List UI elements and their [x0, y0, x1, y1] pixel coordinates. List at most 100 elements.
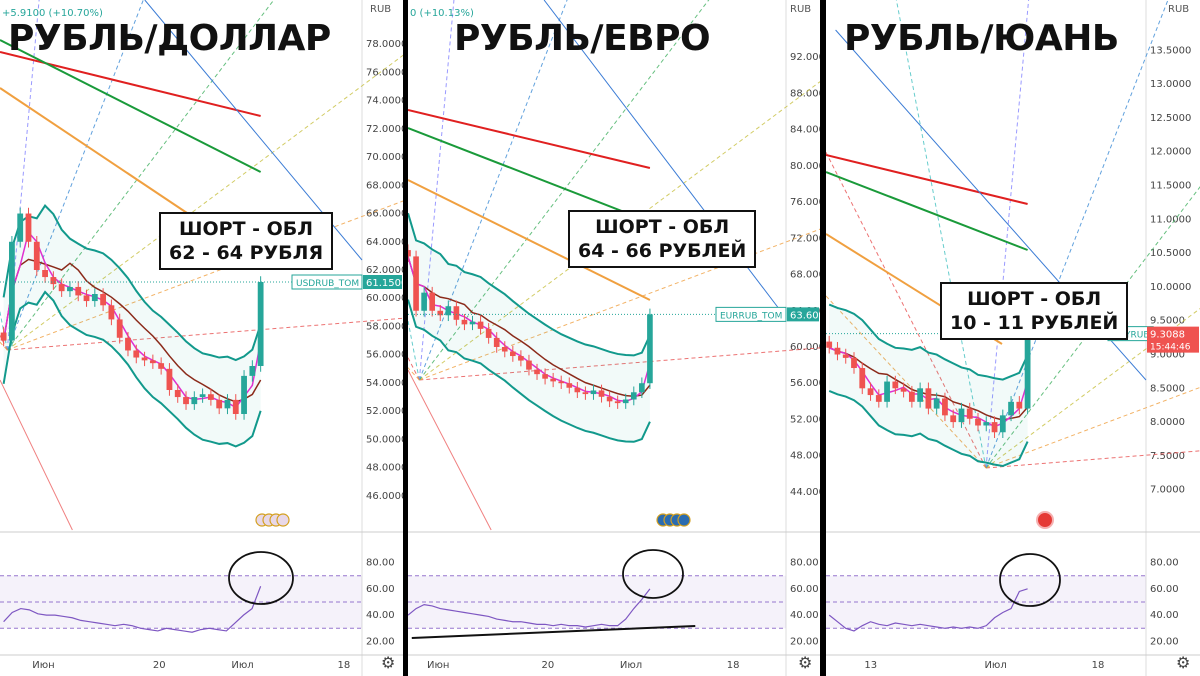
candle-body: [826, 341, 833, 348]
annotation-line: ШОРТ - ОБЛ: [179, 218, 314, 240]
time-tick-label: Июн: [32, 660, 54, 671]
candle-body: [493, 337, 500, 347]
fan-line: [985, 0, 1169, 469]
price-tick-label: 70.0000: [366, 152, 403, 163]
candle-body: [598, 390, 605, 397]
candle-body: [17, 213, 24, 242]
price-tick-label: 54.0000: [366, 378, 403, 389]
price-tick-label: 9.5000: [1150, 316, 1185, 327]
price-tick-label: 52.0000: [790, 414, 820, 425]
gear-icon[interactable]: ⚙: [1176, 653, 1191, 672]
ticker-label: EURRUB_TOM: [720, 311, 782, 321]
price-tick-label: 11.0000: [1150, 214, 1191, 225]
rsi-line: [408, 588, 651, 628]
price-tick-label: 60.0000: [366, 293, 403, 304]
panel-headline: РУБЛЬ/ДОЛЛАР: [8, 18, 331, 59]
candle-body: [9, 241, 15, 341]
fan-line: [418, 0, 710, 381]
annotation-line: 64 - 66 РУБЛЕЙ: [578, 240, 747, 262]
moving-average-line: [408, 127, 651, 223]
candle-body: [908, 391, 915, 402]
price-tick-label: 11.5000: [1150, 180, 1191, 191]
candle-body: [413, 256, 419, 311]
annotation-line: 10 - 11 РУБЛЕЙ: [950, 312, 1119, 334]
candle-body: [207, 394, 214, 400]
candle-body: [510, 351, 516, 357]
event-flag-icon: [677, 513, 691, 527]
candle-body: [859, 368, 866, 389]
fan-line: [419, 347, 820, 381]
candle-body: [116, 319, 123, 338]
last-price-label: 9.3088: [1150, 330, 1185, 341]
last-price-label: 63.6000: [790, 310, 820, 321]
currency-selector[interactable]: RUB: [370, 4, 392, 15]
ticker-label: CNYRUB: [1112, 331, 1150, 341]
candle-body: [216, 399, 223, 409]
candle-body: [534, 369, 540, 375]
event-flag-icon: [1036, 511, 1054, 529]
price-tick-label: 78.0000: [366, 39, 403, 50]
price-tick-label: 88.0000: [790, 88, 820, 99]
last-price-badge: [1147, 326, 1199, 353]
rsi-highlight-circle: [999, 553, 1061, 607]
bollinger-upper: [408, 212, 651, 357]
candle-body: [249, 366, 256, 376]
candle-body: [33, 241, 40, 270]
candle-body: [630, 392, 637, 400]
time-tick-label: 18: [727, 660, 740, 671]
price-tick-label: 9.0000: [1150, 350, 1185, 361]
price-tick-label: 8.0000: [1150, 417, 1185, 428]
price-tick-label: 7.0000: [1150, 485, 1185, 496]
candle-body: [983, 422, 990, 426]
currency-selector[interactable]: RUB: [1168, 4, 1190, 15]
bollinger-lower: [408, 299, 651, 443]
rsi-tick-label: 40.00: [790, 610, 819, 621]
price-tick-label: 92.0000: [790, 52, 820, 63]
candle-body: [485, 328, 492, 338]
candle-body: [241, 375, 247, 414]
panel-headline: РУБЛЬ/ЕВРО: [454, 18, 711, 59]
moving-average-line: [826, 171, 1028, 251]
time-tick-label: Июл: [620, 660, 642, 671]
candle-body: [892, 381, 899, 389]
candle-body: [639, 383, 645, 393]
candle-body: [25, 213, 32, 242]
rsi-band-fill: [0, 575, 362, 629]
price-tick-label: 74.0000: [366, 96, 403, 107]
annotation-line: ШОРТ - ОБЛ: [595, 216, 730, 238]
rsi-tick-label: 40.00: [1150, 610, 1179, 621]
candle-body: [477, 321, 484, 329]
gear-icon[interactable]: ⚙: [381, 653, 396, 672]
rsi-tick-label: 20.00: [366, 636, 395, 647]
price-tick-label: 48.0000: [366, 463, 403, 474]
candle-body: [437, 310, 444, 316]
candle-body: [191, 397, 198, 405]
time-tick-label: 18: [338, 660, 351, 671]
price-tick-label: 58.0000: [366, 321, 403, 332]
ticker-tag: [291, 274, 363, 290]
rsi-tick-label: 40.00: [366, 610, 395, 621]
price-tick-label: 72.0000: [790, 233, 820, 244]
candle-body: [166, 368, 173, 390]
last-price-badge: [787, 307, 819, 322]
bollinger-upper: [828, 303, 1029, 381]
short-target-box: ШОРТ - ОБЛ 64 - 66 РУБЛЕЙ: [568, 210, 757, 268]
candle-body: [501, 346, 508, 352]
fan-line: [419, 228, 820, 381]
candle-body: [133, 350, 140, 358]
candle-body: [141, 357, 148, 361]
moving-average-line: [408, 109, 651, 169]
bollinger-upper: [2, 204, 262, 362]
candle-body: [958, 408, 965, 423]
gear-icon[interactable]: ⚙: [798, 653, 813, 672]
fan-line: [6, 0, 275, 351]
price-tick-label: 10.5000: [1150, 248, 1191, 259]
candle-body: [257, 282, 264, 366]
currency-selector[interactable]: RUB: [790, 4, 812, 15]
price-change: 0 (+10.13%): [410, 8, 474, 19]
candle-body: [232, 399, 239, 414]
fan-line: [6, 54, 403, 351]
candle-body: [526, 360, 532, 370]
candle-body: [75, 286, 82, 296]
